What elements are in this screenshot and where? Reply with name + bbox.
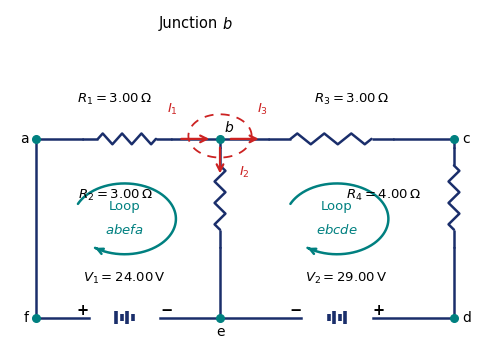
Text: −: − bbox=[160, 303, 172, 318]
Text: $R_4 = 4.00\,\Omega$: $R_4 = 4.00\,\Omega$ bbox=[345, 188, 421, 202]
Text: f: f bbox=[23, 310, 28, 325]
Text: b: b bbox=[225, 121, 234, 135]
Text: +: + bbox=[373, 303, 385, 318]
Text: c: c bbox=[462, 132, 469, 146]
Text: Loop: Loop bbox=[321, 200, 353, 213]
Text: $R_3 = 3.00\,\Omega$: $R_3 = 3.00\,\Omega$ bbox=[314, 92, 389, 107]
Text: $V_1 = 24.00\,\mathrm{V}$: $V_1 = 24.00\,\mathrm{V}$ bbox=[83, 271, 166, 286]
Text: $I_3$: $I_3$ bbox=[257, 102, 269, 117]
Text: $I_2$: $I_2$ bbox=[239, 165, 250, 181]
Text: $b$: $b$ bbox=[222, 16, 233, 33]
Text: Junction: Junction bbox=[158, 16, 222, 31]
Text: +: + bbox=[77, 303, 89, 318]
Text: $abefa$: $abefa$ bbox=[105, 223, 144, 237]
Text: $ebcde$: $ebcde$ bbox=[316, 223, 358, 237]
Text: $V_2 = 29.00\,\mathrm{V}$: $V_2 = 29.00\,\mathrm{V}$ bbox=[305, 271, 388, 286]
Text: −: − bbox=[289, 303, 301, 318]
Text: a: a bbox=[20, 132, 28, 146]
Text: $R_2 = 3.00\,\Omega$: $R_2 = 3.00\,\Omega$ bbox=[78, 188, 153, 202]
Text: Loop: Loop bbox=[109, 200, 141, 213]
Text: $I_1$: $I_1$ bbox=[167, 102, 178, 117]
Text: d: d bbox=[462, 310, 471, 325]
Text: $R_1 = 3.00\,\Omega$: $R_1 = 3.00\,\Omega$ bbox=[77, 92, 153, 107]
Text: e: e bbox=[216, 325, 224, 339]
